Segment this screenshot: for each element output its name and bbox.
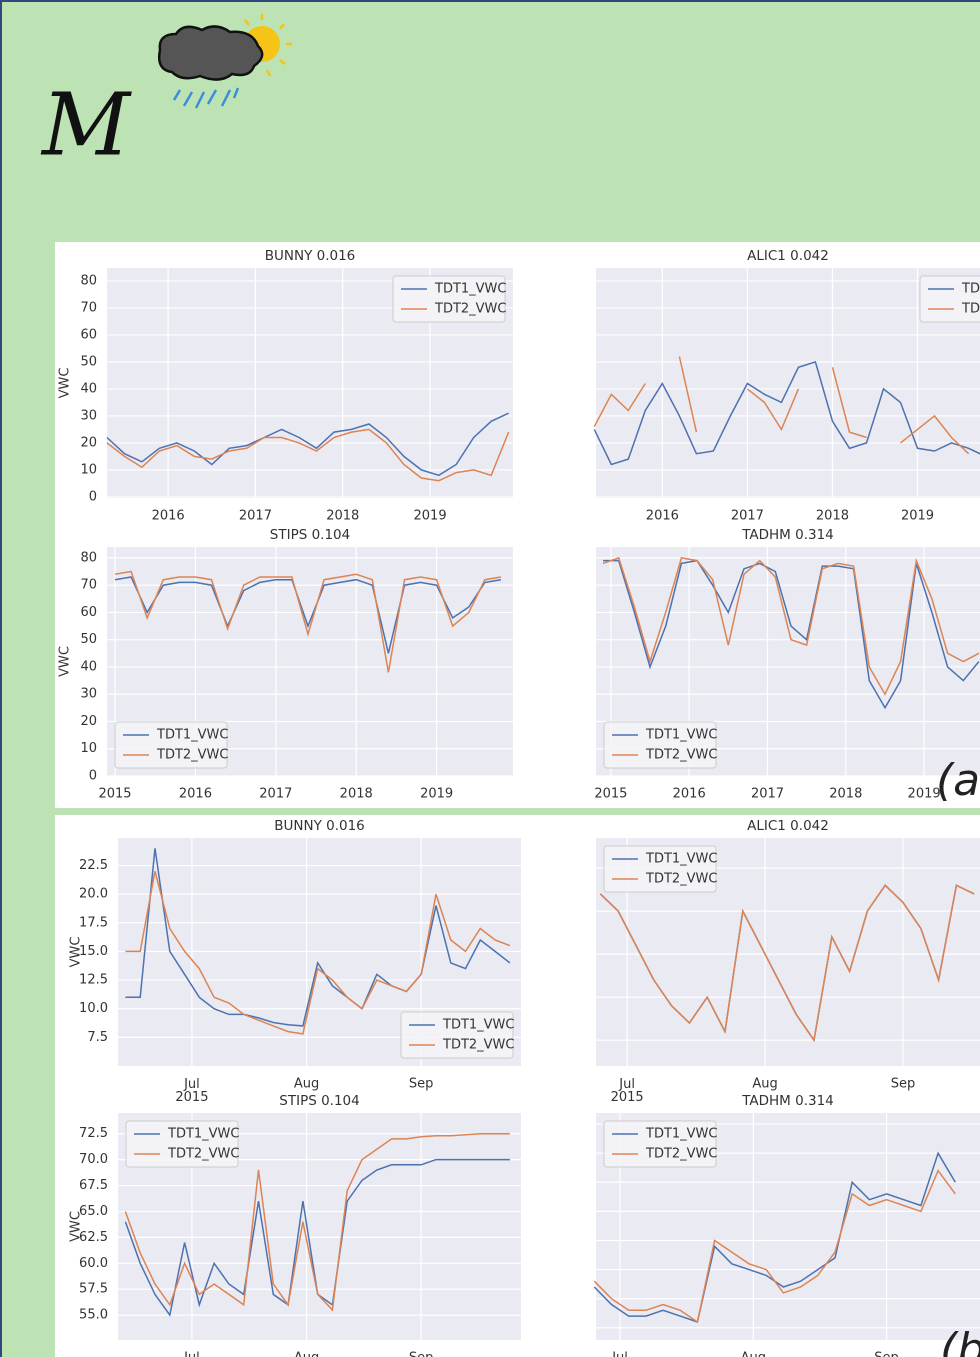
- y-tick-label: 57.5: [79, 1282, 108, 1297]
- x-tick-label: 2019: [420, 787, 453, 802]
- legend-label: TDT2_VWC: [167, 1147, 240, 1162]
- chart-title: STIPS 0.104: [279, 1093, 359, 1109]
- panel-label: (a: [936, 755, 980, 806]
- x-tick-label: 2015: [594, 787, 627, 802]
- y-tick-label: 10: [80, 741, 97, 756]
- y-tick-label: 80: [80, 550, 97, 565]
- legend-label: TDT2_VWC: [961, 302, 980, 317]
- page: {"logo_text": "M", "panel_labels": ["(a"…: [0, 0, 980, 1357]
- x-tick-label: 2018: [829, 787, 862, 802]
- legend-label: TDT1_VWC: [961, 282, 980, 297]
- x-tick-label: Aug: [752, 1077, 777, 1092]
- y-tick-label: 10: [80, 462, 97, 477]
- y-tick-label: 20: [80, 435, 97, 450]
- chart-title: TADHM 0.314: [741, 1093, 834, 1109]
- legend-label: TDT1_VWC: [645, 852, 718, 867]
- legend-label: TDT2_VWC: [645, 872, 718, 887]
- legend-label: TDT2_VWC: [442, 1038, 515, 1053]
- y-tick-label: 0: [89, 489, 97, 504]
- y-tick-label: 70: [80, 300, 97, 315]
- chart-title: STIPS 0.104: [270, 527, 350, 543]
- y-tick-label: 60: [80, 605, 97, 620]
- y-tick-label: 0: [89, 769, 97, 784]
- screen: M BUNNY 0.016 0 10 20 30 40 50 60 70 80 2016 2017 20…: [0, 0, 980, 1357]
- x-tick-label: Jul: [611, 1351, 628, 1357]
- x-tick-label: 2018: [326, 509, 359, 524]
- legend-label: TDT1_VWC: [442, 1018, 515, 1033]
- chart-title: TADHM 0.314: [741, 527, 834, 543]
- y-tick-label: 60.0: [79, 1256, 108, 1271]
- y-axis-label: VWC: [69, 1211, 84, 1242]
- y-tick-label: 30: [80, 408, 97, 423]
- x-tick-label: 2017: [731, 509, 764, 524]
- x-tick-label: 2016: [646, 509, 679, 524]
- x-tick-line: 2015: [611, 1090, 644, 1105]
- legend-label: TDT2_VWC: [434, 302, 507, 317]
- y-tick-label: 7.5: [87, 1030, 108, 1045]
- x-tick-label: Aug: [294, 1351, 319, 1357]
- y-axis-label: VWC: [69, 937, 84, 968]
- chart-title: BUNNY 0.016: [274, 818, 365, 834]
- x-tick-label: Sep: [874, 1351, 899, 1357]
- x-tick-label: 2016: [179, 787, 212, 802]
- y-tick-label: 22.5: [79, 858, 108, 873]
- y-tick-label: 60: [80, 327, 97, 342]
- panel-label: (b: [940, 1324, 980, 1357]
- x-tick-label: 2016: [152, 509, 185, 524]
- y-tick-label: 70.0: [79, 1152, 108, 1167]
- x-tick-label: 2017: [239, 509, 272, 524]
- chart-title: BUNNY 0.016: [265, 248, 356, 264]
- y-tick-label: 40: [80, 381, 97, 396]
- x-tick-label: Sep: [409, 1077, 434, 1092]
- legend-label: TDT2_VWC: [156, 748, 229, 763]
- logo-text: M: [40, 76, 132, 176]
- x-tick-label: Aug: [294, 1077, 319, 1092]
- legend-label: TDT1_VWC: [645, 728, 718, 743]
- y-tick-label: 70: [80, 578, 97, 593]
- legend-label: TDT1_VWC: [156, 728, 229, 743]
- chart-title: ALIC1 0.042: [747, 248, 829, 264]
- chart-title: ALIC1 0.042: [747, 818, 829, 834]
- x-tick-label: 2016: [673, 787, 706, 802]
- x-tick-label: 2018: [340, 787, 373, 802]
- y-tick-label: 40: [80, 659, 97, 674]
- x-tick-label: 2019: [414, 509, 447, 524]
- x-tick-label: 2017: [259, 787, 292, 802]
- x-tick-label: 2019: [901, 509, 934, 524]
- y-tick-label: 30: [80, 687, 97, 702]
- y-tick-label: 67.5: [79, 1178, 108, 1193]
- y-axis-label: VWC: [58, 368, 73, 399]
- legend-label: TDT2_VWC: [645, 748, 718, 763]
- x-tick-label: Aug: [741, 1351, 766, 1357]
- y-tick-label: 50: [80, 632, 97, 647]
- y-tick-label: 20: [80, 714, 97, 729]
- y-axis-label: VWC: [58, 646, 73, 677]
- x-tick-label: Jul: [183, 1351, 200, 1357]
- y-tick-label: 10.0: [79, 1001, 108, 1016]
- x-tick-label: 2017: [751, 787, 784, 802]
- legend-label: TDT1_VWC: [434, 282, 507, 297]
- y-tick-label: 72.5: [79, 1126, 108, 1141]
- x-tick-label: 2015: [98, 787, 131, 802]
- y-tick-label: 20.0: [79, 887, 108, 902]
- legend-label: TDT2_VWC: [645, 1147, 718, 1162]
- y-tick-label: 80: [80, 273, 97, 288]
- x-tick-label: 2018: [816, 509, 849, 524]
- y-tick-label: 55.0: [79, 1308, 108, 1323]
- y-tick-label: 50: [80, 354, 97, 369]
- legend-label: TDT1_VWC: [167, 1127, 240, 1142]
- x-tick-label: Sep: [891, 1077, 916, 1092]
- legend-label: TDT1_VWC: [645, 1127, 718, 1142]
- x-tick-label: Sep: [409, 1351, 434, 1357]
- x-tick-line: 2015: [175, 1090, 208, 1105]
- y-tick-label: 12.5: [79, 973, 108, 988]
- y-tick-label: 17.5: [79, 915, 108, 930]
